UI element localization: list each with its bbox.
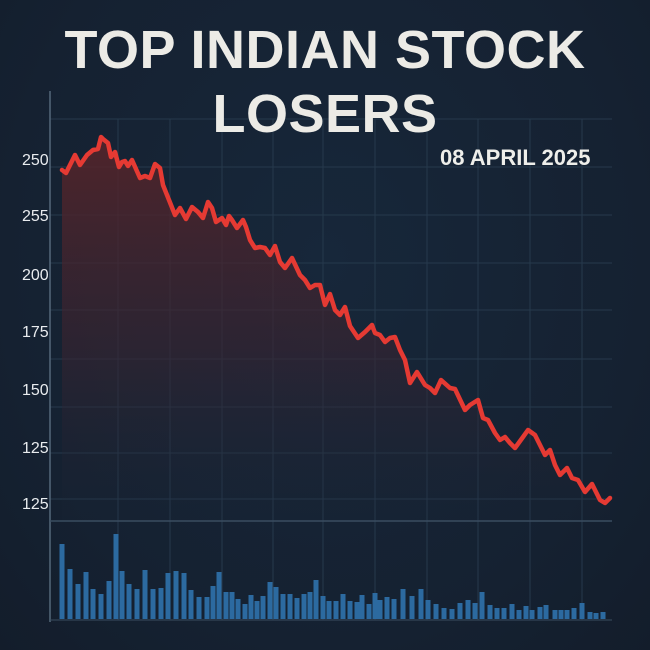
y-axis-tick-label: 125: [22, 440, 49, 457]
volume-bar: [441, 608, 447, 619]
volume-bar: [354, 602, 360, 619]
volume-bar: [409, 596, 415, 619]
volume-bar: [242, 604, 248, 619]
volume-bar: [254, 601, 260, 619]
volume-bar: [593, 613, 599, 619]
volume-bar: [418, 589, 424, 619]
volume-bar: [150, 589, 156, 619]
volume-bar: [267, 582, 273, 619]
volume-bar: [173, 571, 179, 619]
volume-bar: [377, 600, 383, 619]
volume-bar: [479, 592, 485, 619]
volume-bar: [564, 610, 570, 619]
y-axis-tick-label: 255: [22, 208, 49, 225]
y-axis-tick-label: 200: [22, 267, 49, 284]
volume-bar: [280, 594, 286, 619]
volume-bar: [372, 593, 378, 619]
volume-bar: [509, 604, 515, 619]
volume-bar: [333, 601, 339, 619]
volume-bar: [188, 590, 194, 619]
y-axis-tick-label: 150: [22, 382, 49, 399]
volume-bar: [223, 592, 229, 619]
volume-bar: [425, 600, 431, 619]
volume-bar: [196, 597, 202, 619]
volume-bar: [307, 592, 313, 619]
chart-title-line-1: TOP INDIAN STOCK: [64, 20, 586, 80]
volume-bar: [400, 589, 406, 619]
volume-bar: [359, 595, 365, 619]
volume-bar: [571, 608, 577, 619]
volume-bar: [529, 610, 535, 619]
volume-bar: [543, 605, 549, 619]
volume-bar: [433, 604, 439, 619]
volume-bar: [67, 569, 73, 619]
volume-bar: [472, 603, 478, 619]
volume-bar: [260, 596, 266, 619]
volume-bar: [181, 573, 187, 619]
volume-bar: [142, 570, 148, 619]
volume-bar: [313, 580, 319, 619]
volume-bar: [320, 596, 326, 619]
volume-bar: [216, 572, 222, 619]
volume-bar: [537, 607, 543, 619]
volume-bar: [165, 573, 171, 619]
volume-bar: [98, 594, 104, 619]
volume-bar: [516, 610, 522, 619]
volume-bar: [229, 592, 235, 619]
volume-bar: [210, 586, 216, 619]
volume-bar: [90, 589, 96, 619]
volume-bar: [449, 609, 455, 619]
volume-bar: [59, 544, 65, 619]
volume-bar: [494, 608, 500, 619]
price-line: [59, 134, 613, 506]
volume-bar: [391, 599, 397, 619]
volume-bar: [106, 581, 112, 619]
price-area-fill: [62, 137, 610, 521]
volume-bar: [326, 601, 332, 619]
volume-bar: [294, 598, 300, 619]
volume-bar: [340, 594, 346, 619]
volume-bar: [558, 610, 564, 619]
volume-bar: [487, 605, 493, 619]
volume-bar: [287, 594, 293, 619]
volume-bar: [552, 610, 558, 619]
volume-bar: [501, 608, 507, 619]
volume-bar: [457, 603, 463, 619]
y-axis-tick-label: 175: [22, 324, 49, 341]
volume-bars: [59, 534, 606, 619]
y-axis-tick-label: 250: [22, 152, 49, 169]
volume-bar: [113, 534, 119, 619]
volume-bar: [465, 600, 471, 619]
volume-bar: [366, 604, 372, 619]
volume-bar: [126, 584, 132, 619]
volume-bar: [83, 572, 89, 619]
volume-bar: [235, 599, 241, 619]
volume-bar: [301, 594, 307, 619]
volume-bar: [347, 601, 353, 619]
volume-bar: [75, 584, 81, 619]
volume-bar: [600, 612, 606, 619]
volume-bar: [523, 606, 529, 619]
volume-bar: [587, 612, 593, 619]
volume-bar: [119, 571, 125, 619]
volume-bar: [248, 595, 254, 619]
y-axis-tick-label: 125: [22, 496, 49, 513]
volume-bar: [134, 589, 140, 619]
volume-bar: [579, 603, 585, 619]
volume-bar: [158, 588, 164, 619]
chart-title-line-2: LOSERS: [212, 84, 438, 144]
volume-bar: [204, 597, 210, 619]
volume-bar: [384, 597, 390, 619]
volume-bar: [273, 587, 279, 619]
chart-date: 08 APRIL 2025: [440, 145, 591, 170]
